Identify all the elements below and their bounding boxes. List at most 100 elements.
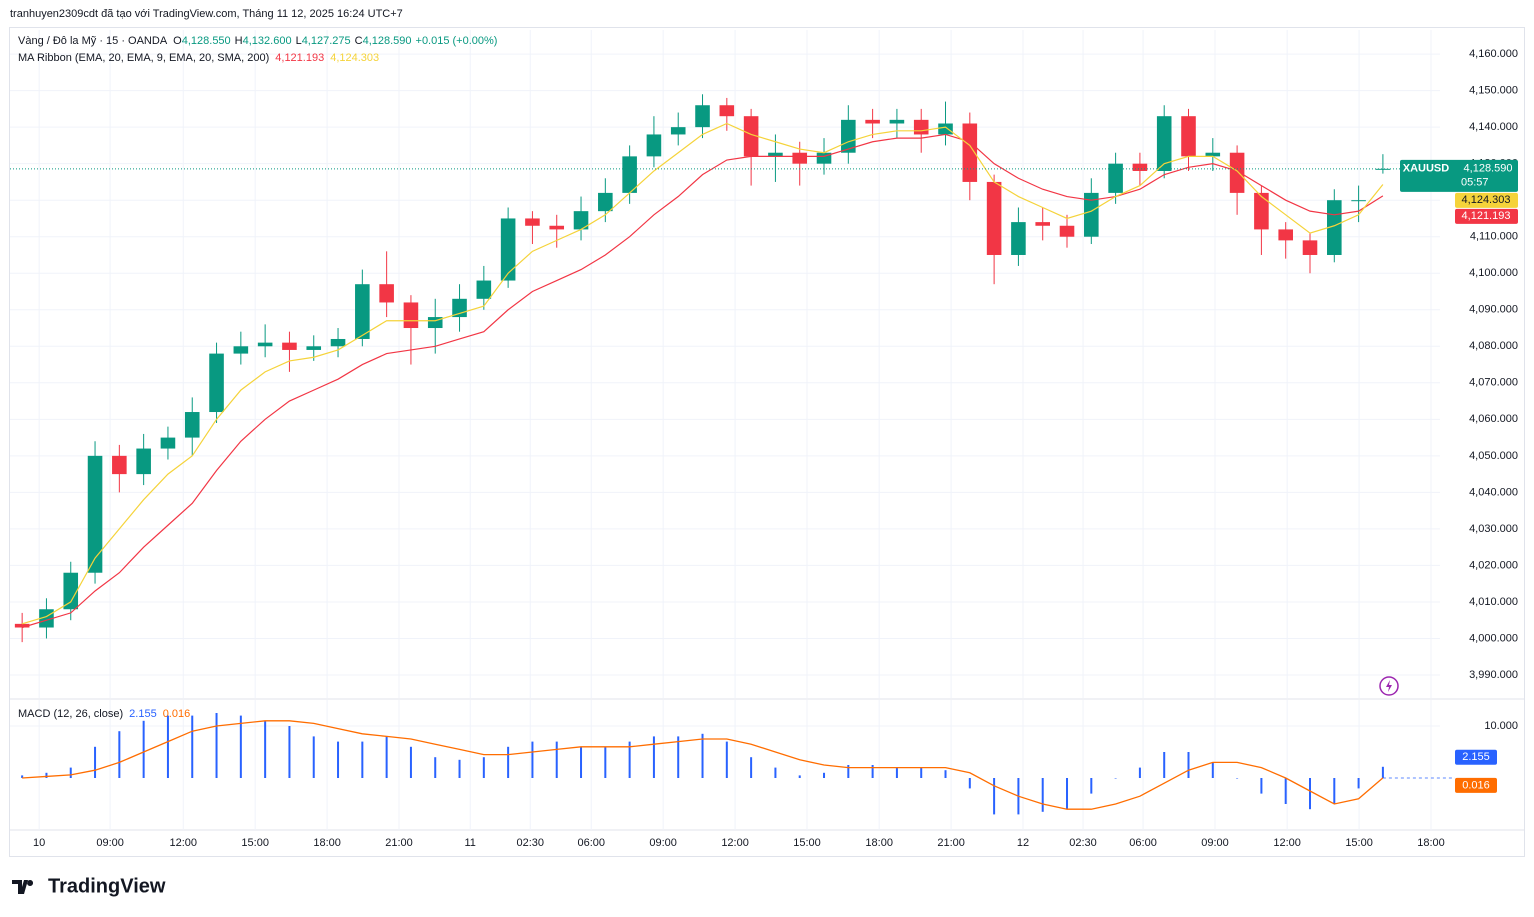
x-tick-label: 12:00 [721,837,749,849]
macd-bar [288,726,291,778]
ohlc-value: 4,128.550 [182,35,231,47]
candle-body [573,211,589,230]
macd-badge [1455,749,1497,765]
countdown: 05:57 [1461,177,1489,189]
macd-bar [507,746,510,778]
candle-body [379,284,394,303]
candle-body [1011,222,1026,255]
candle-body [1375,168,1391,170]
candle-body [330,338,346,347]
y-tick-label: 4,000.000 [1469,632,1518,644]
last-price: 4,128.590 [1464,163,1513,175]
macd-bar [1236,778,1239,779]
candle-body [743,116,759,157]
macd-bar [920,767,923,778]
macd-badge [1455,777,1497,793]
macd-value: 0.016 [163,708,191,720]
macd-bar [191,715,194,778]
x-tick-label: 18:00 [865,837,893,849]
macd-bar [385,736,388,778]
macd-bar [142,720,145,778]
candle-body [184,412,200,438]
candle-body [63,572,79,610]
candle-body [427,317,443,329]
macd-badge-label: 2.155 [1462,751,1490,763]
macd-bar [458,759,461,778]
ohlc-key: C [355,35,363,47]
y-tick-label: 4,140.000 [1469,121,1518,133]
attribution: tranhuyen2309cdt đã tạo với TradingView.… [10,8,403,20]
macd-bar [1187,752,1190,778]
macd-bar [1260,778,1263,794]
macd-bar [1381,766,1384,778]
y-tick-label: 4,040.000 [1469,486,1518,498]
frame [9,27,1525,857]
candle-body [841,119,856,153]
macd-bar [166,715,169,778]
macd-bar [1090,778,1093,794]
candle-body [233,346,249,354]
macd-bar [1163,752,1166,778]
macd-bar [871,765,874,778]
macd-bar [21,775,24,778]
y-tick-label: 4,060.000 [1469,413,1518,425]
alert-circle [1379,676,1399,696]
candle-body [306,346,322,350]
y-tick-label: 4,150.000 [1469,85,1518,97]
x-tick-label: 02:30 [1069,837,1097,849]
x-tick-label: 15:00 [1345,837,1373,849]
symbol: Vàng / Đô la Mỹ · 15 · OANDA [18,35,168,47]
indicator-value: 4,124.303 [330,52,379,64]
x-tick-label: 12:00 [169,837,197,849]
macd-bar [118,731,121,778]
macd-bar [409,746,412,778]
candle-body [1278,229,1293,241]
x-tick-label: 21:00 [385,837,413,849]
x-tick-label: 06:00 [1129,837,1157,849]
candle-body [549,225,565,230]
candle-body [525,218,540,226]
x-tick-label: 15:00 [793,837,821,849]
brand: TradingView [48,875,166,897]
candle-body [646,134,662,157]
change: +0.015 (+0.00%) [416,35,498,47]
y-tick-label: 10.000 [1484,720,1518,732]
candle-body [1351,200,1366,202]
macd-bar [264,720,267,778]
macd-bar [604,746,607,778]
candle-body [1108,163,1123,193]
macd-legend: MACD (12, 26, close) 2.155 0.016 [18,708,190,720]
y-tick-label: 3,990.000 [1469,669,1518,681]
candle-body [889,119,905,124]
macd-bar [45,772,48,778]
x-tick-label: 02:30 [516,837,544,849]
macd-bar [531,741,534,778]
macd-bar [847,765,850,778]
y-tick-label: 4,090.000 [1469,304,1518,316]
candle-body [986,181,1002,255]
ma-line [21,122,1384,625]
macd-bar [555,741,558,778]
y-tick-label: 4,010.000 [1469,596,1518,608]
candle-body [87,455,103,573]
candle-body [1205,152,1221,157]
alert-icon [1379,676,1399,696]
y-tick-label: 4,160.000 [1469,48,1518,60]
candle-body [792,152,808,164]
candle-body [1302,240,1318,255]
candle-body [695,105,710,128]
candle-body [282,342,297,350]
indicator-name: MA Ribbon (EMA, 20, EMA, 9, EMA, 20, SMA… [18,52,269,64]
y-tick-label: 4,100.000 [1469,267,1518,279]
macd-bar [677,736,680,778]
x-tick-label: 15:00 [241,837,269,849]
signal-line [22,720,1384,810]
candle-body [1181,116,1196,157]
candle-body [112,455,127,475]
macd-bar [1284,778,1287,804]
indicator-legend: MA Ribbon (EMA, 20, EMA, 9, EMA, 20, SMA… [18,52,379,64]
macd-bar [701,733,704,778]
candle-body [257,342,273,347]
candle-body [1035,222,1050,226]
ma-badge [1455,208,1518,224]
